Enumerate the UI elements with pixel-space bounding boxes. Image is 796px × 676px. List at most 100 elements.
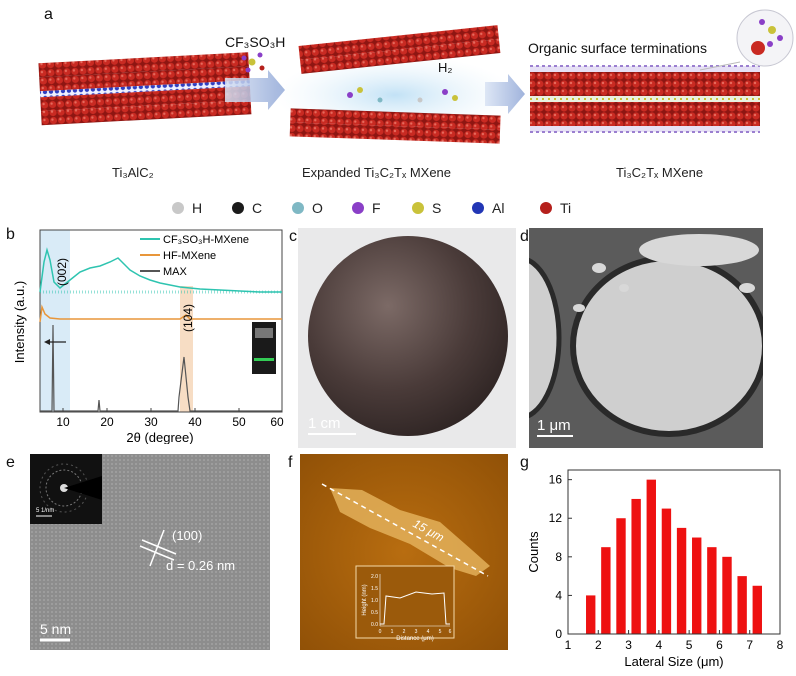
legend-item-h: H [172,200,202,216]
x-tick-label: 5 [686,638,693,652]
xrd-xtick: 60 [270,415,284,429]
afm-inset-ytick: 2.0 [371,574,378,580]
legend-item-o: O [292,200,323,216]
atom-h-icon [172,202,184,214]
reagent-label: CF₃SO₃H [225,34,286,50]
afm-inset-xlabel: Distance (μm) [396,636,433,642]
xrd-xtick: 20 [100,415,114,429]
expanded-mxene-stack [289,25,501,144]
caption-mxene: Ti₃C₂Tₓ MXene [616,165,704,180]
x-tick-label: 7 [746,638,753,652]
terminated-mxene-stack [530,65,760,133]
legend-item-al: Al [472,200,504,216]
afm-inset-ylabel: Height (nm) [362,584,368,615]
legend-item-c: C [232,200,262,216]
xrd-plot: 10 20 30 40 50 60 2θ (degree) Intensity … [12,229,284,444]
panel-label-c: c [289,228,297,245]
peak-label-104: (104) [181,304,195,332]
histogram-bar [752,585,762,634]
afm-inset-xtick: 4 [427,629,430,635]
xrd-curve-max [40,324,282,412]
y-tick-label: 12 [549,511,563,525]
hrtem-image: 5 1/nm (100) d = 0.26 nm 5 nm [30,454,270,650]
afm-inset-xtick: 2 [403,629,406,635]
atom-s-icon [412,202,424,214]
y-tick-label: 0 [555,627,562,641]
xrd-legend-hf: HF-MXene [163,250,216,262]
panel-a: a [0,0,796,200]
afm-inset-xtick: 1 [391,629,394,635]
arrow-icon [225,70,285,110]
afm-image: 15 μm Height (nm) 2.0 1.5 1.0 0.5 0.0 0 … [300,454,508,650]
afm-inset-ytick: 1.5 [371,586,378,592]
afm-inset-xtick: 3 [415,629,418,635]
histogram-bar [661,508,672,634]
x-tick-label: 8 [777,638,784,652]
terminations-title: Organic surface terminations [528,40,707,56]
x-tick-label: 2 [595,638,602,652]
mxene-film-photo: 1 cm [298,228,516,448]
xrd-legend-cf3so3h: CF₃SO₃H-MXene [163,234,249,246]
afm-inset-xtick: 5 [439,629,442,635]
lattice-plane: (100) [172,528,202,543]
histogram-bar [737,576,747,634]
panel-label-e: e [6,454,15,471]
xrd-xtick: 50 [232,415,246,429]
histogram-bar [722,556,732,634]
xrd-xtick: 40 [188,415,202,429]
panel-label-d: d [520,228,529,245]
atom-f-icon [352,202,364,214]
x-axis-label: Lateral Size (μm) [624,654,723,669]
histogram-bar [646,479,656,634]
afm-inset-xtick: 0 [379,629,382,635]
inset-scale: 5 1/nm [36,508,54,514]
scale-bar-d: 1 μm [537,417,571,434]
panel-label-b: b [6,226,15,243]
x-tick-label: 3 [625,638,632,652]
lattice-spacing: d = 0.26 nm [166,558,235,573]
xrd-ylabel: Intensity (a.u.) [12,281,27,363]
triflic-acid-molecule-icon [241,52,265,73]
x-tick-label: 1 [565,638,572,652]
atom-c-icon [232,202,244,214]
tem-image: 1 μm [529,228,763,448]
xrd-xlabel: 2θ (degree) [126,430,193,444]
xrd-xtick: 30 [144,415,158,429]
legend-item-ti: Ti [540,200,571,216]
caption-expanded: Expanded Ti₃C₂Tₓ MXene [302,165,452,180]
histogram-bar [616,518,626,634]
afm-inset-ytick: 1.0 [371,598,378,604]
y-tick-label: 16 [549,473,563,487]
gas-label: H₂ [438,60,453,75]
histogram-bar [692,537,702,634]
y-tick-label: 4 [555,588,562,602]
scale-bar-e: 5 nm [40,621,71,637]
y-axis-label: Counts [526,531,541,573]
x-tick-label: 4 [656,638,663,652]
atom-ti-icon [540,202,552,214]
caption-max: Ti₃AlC₂ [112,165,154,180]
y-tick-label: 8 [555,550,562,564]
legend-item-f: F [352,200,381,216]
histogram-bar [707,547,717,634]
arrow-icon [485,74,525,114]
plot-frame [567,469,781,635]
histogram-bar [676,527,687,634]
x-tick-label: 6 [716,638,723,652]
peak-label-002: (002) [55,258,69,286]
afm-inset-ytick: 0.5 [371,610,378,616]
scale-bar-c: 1 cm [308,415,341,432]
element-legend: H C O F S Al Ti [0,200,796,220]
afm-height-profile [380,591,450,625]
afm-inset-xtick: 6 [449,629,452,635]
histogram-bar [601,547,611,634]
panel-label-a: a [44,6,53,23]
max-phase-stack [38,52,252,126]
afm-inset-ytick: 0.0 [371,622,378,628]
panel-label-f: f [288,454,293,471]
xrd-curve-hf [39,304,282,323]
mxene-structure-illustration [38,9,794,144]
xrd-legend-max: MAX [163,266,188,278]
atom-al-icon [472,202,484,214]
